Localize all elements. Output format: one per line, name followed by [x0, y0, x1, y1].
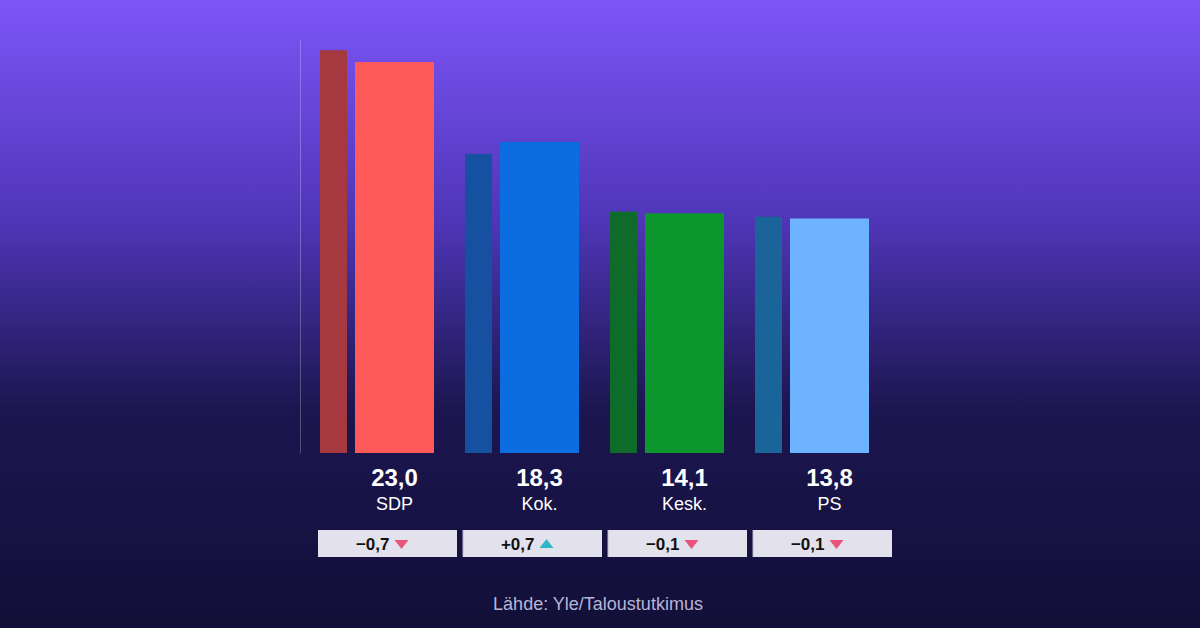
cell-separator: [608, 530, 609, 557]
value-label: 23,0: [371, 464, 418, 491]
category-label: Kok.: [521, 494, 557, 514]
change-cell: [608, 530, 747, 557]
y-axis-line: [300, 41, 301, 454]
category-label: SDP: [376, 494, 413, 514]
change-arrow: [830, 540, 844, 549]
category-label: PS: [817, 494, 841, 514]
previous-bar: [755, 217, 782, 453]
x-tick: Kesk.: [662, 494, 707, 514]
value-label: 13,8: [806, 464, 853, 491]
change-cell: [463, 530, 602, 557]
current-bar: [500, 142, 579, 453]
y-axis: [300, 41, 301, 454]
category-label: Kesk.: [662, 494, 707, 514]
background: [0, 0, 1200, 628]
bars: [320, 50, 869, 453]
current-bar: [645, 213, 724, 453]
change-label: −0,7: [356, 535, 390, 554]
change-arrow: [540, 539, 554, 548]
value-label: 14,1: [661, 464, 708, 491]
labels: 23,0 18,3 14,1 13,8: [371, 464, 853, 491]
cell-separator: [753, 530, 754, 557]
source: Lähde: Yle/Taloustutkimus: [493, 594, 703, 614]
x-axis: SDP Kok. Kesk. PS: [376, 494, 842, 514]
x-tick: PS: [817, 494, 841, 514]
value-label: 18,3: [516, 464, 563, 491]
change-arrow: [685, 540, 699, 549]
x-tick: SDP: [376, 494, 413, 514]
previous-bar: [610, 212, 637, 453]
current-bar: [790, 218, 869, 453]
change-cell: [753, 530, 892, 557]
change-label: +0,7: [501, 535, 535, 554]
change-label: −0,1: [791, 535, 825, 554]
cell-separator: [463, 530, 464, 557]
change-label: −0,1: [646, 535, 680, 554]
previous-bar: [320, 50, 347, 453]
x-tick: Kok.: [521, 494, 557, 514]
previous-bar: [465, 154, 492, 453]
chart: 23,018,314,113,8SDPKok.Kesk.PS−0,7+0,7−0…: [0, 0, 1200, 628]
current-bar: [355, 62, 434, 453]
change-cell: [318, 530, 457, 557]
change-arrow: [395, 540, 409, 549]
change-row: −0,7 +0,7 −0,1 −0,1: [318, 530, 892, 557]
